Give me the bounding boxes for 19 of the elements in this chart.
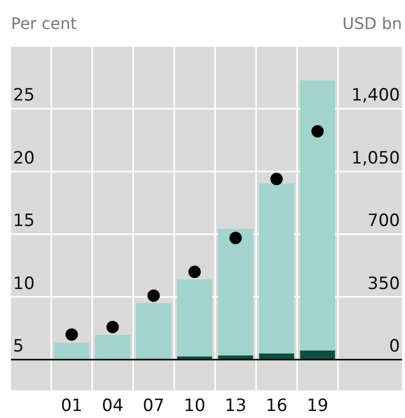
x-tick-label: 16	[266, 396, 288, 416]
x-tick-label: 10	[184, 396, 206, 416]
x-tick-label: 07	[142, 396, 164, 416]
x-tick-label: 04	[102, 396, 124, 416]
y-tick-label: 15	[13, 211, 35, 232]
x-tick-label: 01	[60, 396, 82, 416]
y2-tick-label: 0	[389, 336, 400, 357]
y2-tick-label: 1,050	[351, 148, 400, 168]
y-tick-label: 10	[13, 274, 35, 294]
x-tick-label: 13	[224, 396, 246, 416]
y2-tick-label: 350	[368, 274, 400, 294]
y-tick-label: 5	[13, 336, 24, 357]
y-tick-label: 25	[13, 86, 35, 106]
y-tick-label: 20	[13, 148, 35, 168]
x-tick-label: 19	[306, 396, 328, 416]
y2-tick-label: 1,400	[351, 86, 400, 106]
y2-tick-label: 700	[368, 211, 400, 232]
y-axis-title: Per cent	[11, 14, 77, 32]
y2-axis-title: USD bn	[342, 14, 402, 32]
